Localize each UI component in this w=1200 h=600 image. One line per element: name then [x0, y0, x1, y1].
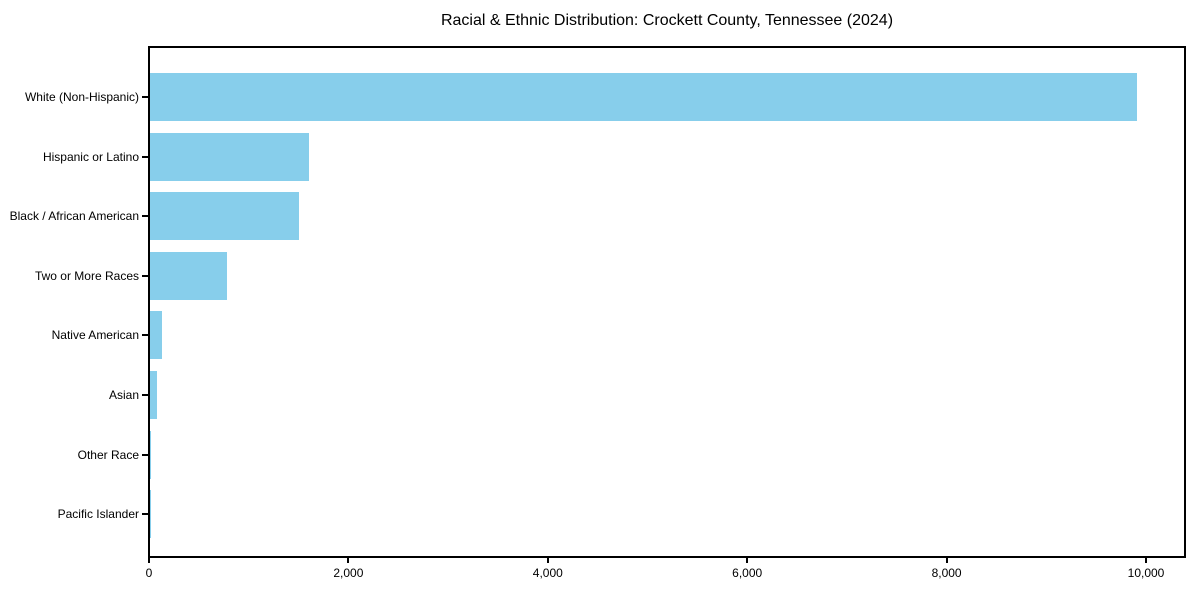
y-axis-label: Two or More Races — [34, 268, 139, 283]
y-axis-label: Hispanic or Latino — [42, 149, 139, 164]
x-axis-tick-label: 4,000 — [532, 566, 563, 580]
y-tick — [142, 274, 148, 277]
x-axis-tick-label: 10,000 — [1127, 566, 1165, 580]
x-axis-tick-label: 8,000 — [931, 566, 962, 580]
y-tick — [142, 394, 148, 396]
x-axis-tick-label: 0 — [145, 566, 153, 580]
y-axis-label: Asian — [108, 388, 139, 402]
y-tick — [142, 215, 148, 218]
bar — [150, 73, 1138, 121]
x-tick — [546, 557, 549, 563]
y-tick — [142, 334, 148, 337]
x-tick — [347, 557, 350, 563]
bar — [150, 311, 162, 360]
x-tick — [746, 557, 749, 563]
y-axis-label: Native American — [51, 328, 139, 343]
y-axis-label: White (Non-Hispanic) — [24, 90, 139, 104]
plot-area — [148, 46, 1186, 558]
bar — [150, 371, 157, 419]
y-axis-label: Black / African American — [9, 209, 139, 224]
y-axis-label: Pacific Islander — [57, 507, 139, 522]
x-tick — [1145, 557, 1147, 563]
bar — [150, 132, 309, 181]
x-axis-tick-label: 6,000 — [732, 566, 763, 580]
y-axis-label: Other Race — [77, 447, 139, 462]
y-tick — [142, 155, 148, 158]
x-axis-tick-label: 2,000 — [333, 566, 364, 580]
y-tick — [142, 453, 148, 456]
bar — [150, 430, 151, 479]
x-tick — [148, 557, 150, 563]
y-tick — [142, 513, 148, 516]
y-tick — [142, 96, 148, 98]
bar — [150, 251, 227, 300]
bars-container — [150, 48, 1184, 556]
bar — [150, 192, 299, 241]
x-tick — [945, 557, 948, 563]
chart-title: Racial & Ethnic Distribution: Crockett C… — [440, 12, 894, 29]
